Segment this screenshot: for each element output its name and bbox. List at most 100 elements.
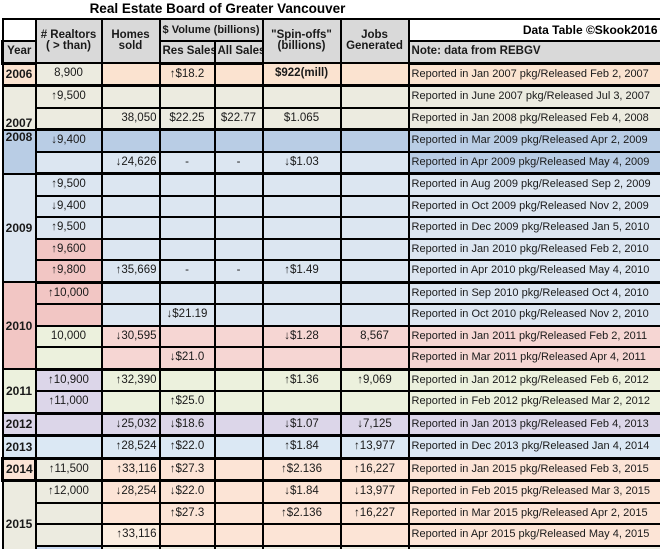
cell-homes-sold — [100, 237, 161, 261]
col-header-realtors-line1: # Realtors — [40, 28, 97, 41]
cell-jobs: ↓13,977 — [339, 479, 410, 504]
cell-res-sales — [158, 368, 216, 392]
cell-all-sales — [213, 216, 264, 240]
cell-realtors: ↑12,000 — [34, 479, 103, 504]
cell-realtors: ↑12,500 — [34, 544, 103, 549]
cell-all-sales — [213, 194, 264, 218]
cell-spin-offs: ↓$1.03 — [261, 150, 342, 175]
cell-homes-sold — [100, 390, 161, 415]
cell-jobs — [339, 128, 410, 153]
cell-note: Reported in Jan 2012 pkg/Released Feb 6,… — [407, 368, 660, 392]
cell-note: Reported in Feb 2012 pkg/Released Mar 2,… — [407, 390, 660, 415]
col-header-spin-offs: "Spin-offs" (billions) — [261, 18, 342, 64]
table-header: # Realtors ( > than) Homes sold $ Volume… — [1, 18, 660, 65]
cell-note: Reported in Mar 2011 pkg/Released Apr 4,… — [407, 346, 660, 371]
year-cell: 2015 — [1, 479, 37, 549]
cell-realtors — [34, 303, 103, 327]
cell-all-sales — [213, 237, 264, 261]
cell-res-sales: ↑$27.3 — [158, 501, 216, 525]
cell-note: Reported in Jan 2013 pkg/Released Feb 4,… — [407, 412, 660, 437]
cell-res-sales: ↓$18.6 — [158, 412, 216, 437]
cell-realtors: ↓9,400 — [34, 128, 103, 153]
cell-homes-sold: ↑32,390 — [100, 368, 161, 392]
cell-realtors: 8,900 — [34, 62, 103, 87]
data-table: # Realtors ( > than) Homes sold $ Volume… — [1, 18, 660, 549]
cell-all-sales — [213, 172, 264, 197]
cell-spin-offs — [261, 281, 342, 305]
cell-homes-sold: ↑35,669 — [100, 259, 161, 284]
cell-spin-offs: ↓$1.28 — [261, 324, 342, 348]
cell-realtors — [34, 412, 103, 437]
cell-homes-sold — [100, 128, 161, 153]
cell-res-sales — [158, 128, 216, 153]
year-cell: 2011 — [1, 368, 37, 414]
cell-homes-sold — [100, 501, 161, 525]
watermark: Data Table ©Skook2016 — [407, 18, 660, 42]
cell-all-sales — [213, 501, 264, 525]
cell-res-sales: - — [158, 259, 216, 284]
cell-homes-sold: ↑33,116 — [100, 523, 161, 547]
cell-res-sales: $22.25 — [158, 106, 216, 131]
cell-jobs: ↓7,125 — [339, 412, 410, 437]
cell-jobs: 8,567 — [339, 324, 410, 348]
cell-note: Reported in Dec 2009 pkg/Released Jan 5,… — [407, 216, 660, 240]
cell-homes-sold — [100, 216, 161, 240]
cell-spin-offs — [261, 84, 342, 109]
cell-homes-sold: ↓28,254 — [100, 479, 161, 504]
cell-res-sales — [158, 523, 216, 547]
cell-all-sales — [213, 368, 264, 392]
cell-note: Reported in Jan 2015 pkg/Released Feb 3,… — [407, 457, 660, 482]
cell-res-sales: ↓$21.19 — [158, 303, 216, 327]
cell-all-sales — [213, 324, 264, 348]
cell-res-sales: - — [158, 150, 216, 175]
cell-spin-offs — [261, 128, 342, 153]
cell-homes-sold: ↓30,595 — [100, 324, 161, 348]
header-spacer — [1, 18, 37, 42]
cell-realtors — [34, 150, 103, 175]
cell-res-sales: ↑$27.3 — [158, 457, 216, 482]
cell-all-sales — [213, 412, 264, 437]
cell-all-sales — [213, 128, 264, 153]
cell-realtors: ↑10,900 — [34, 368, 103, 392]
cell-spin-offs: ↑$1.84 — [261, 434, 342, 460]
cell-homes-sold — [100, 172, 161, 197]
cell-note: Reported in Jan 2008 pkg/Released Feb 4,… — [407, 106, 660, 131]
cell-realtors: ↑9,500 — [34, 216, 103, 240]
col-header-jobs-line1: Jobs — [361, 28, 388, 41]
cell-homes-sold: ↑42,326 — [100, 544, 161, 549]
cell-note: Reported in Apr 2015 pkg/Released May 4,… — [407, 523, 660, 547]
cell-all-sales — [213, 62, 264, 87]
cell-realtors: ↑9,500 — [34, 84, 103, 109]
cell-note: Reported in Apr 2010 pkg/Released May 4,… — [407, 259, 660, 284]
cell-jobs: ↑16,227 — [339, 457, 410, 482]
col-header-realtors: # Realtors ( > than) — [34, 18, 103, 64]
cell-res-sales — [158, 281, 216, 305]
cell-jobs — [339, 303, 410, 327]
cell-all-sales — [213, 303, 264, 327]
year-cell: 2009 — [1, 172, 37, 283]
cell-spin-offs — [261, 303, 342, 327]
cell-jobs — [339, 62, 410, 87]
cell-all-sales — [213, 281, 264, 305]
table-body: 2006 8,900 ↑$18.2 $922(mill) Reported in Jan… — [1, 62, 660, 549]
cell-realtors: ↑9,600 — [34, 237, 103, 261]
col-header-realtors-line2: ( > than) — [45, 40, 92, 52]
cell-spin-offs — [261, 237, 342, 261]
cell-all-sales — [213, 523, 264, 547]
cell-note: Reported in Jan 2007 pkg/Released Feb 2,… — [407, 62, 660, 87]
year-cell: 2012 — [1, 412, 37, 437]
cell-note: Reported in Oct 2010 pkg/Released Nov 2,… — [407, 303, 660, 327]
cell-jobs — [339, 390, 410, 415]
cell-res-sales — [158, 237, 216, 261]
cell-spin-offs: $922(mill) — [261, 62, 342, 87]
cell-all-sales — [213, 84, 264, 109]
col-header-spin-line2: (billions) — [277, 40, 326, 52]
cell-note: Reported in Feb 2016 pkg/Released Mar 2,… — [407, 544, 660, 549]
cell-all-sales: - — [213, 150, 264, 175]
cell-spin-offs — [261, 194, 342, 218]
cell-note: Reported in Apr 2009 pkg/Released May 4,… — [407, 150, 660, 175]
cell-all-sales — [213, 544, 264, 549]
cell-spin-offs: $1.065 — [261, 106, 342, 131]
cell-homes-sold — [100, 62, 161, 87]
cell-note: Reported in Jan 2010 pkg/Released Feb 2,… — [407, 237, 660, 261]
